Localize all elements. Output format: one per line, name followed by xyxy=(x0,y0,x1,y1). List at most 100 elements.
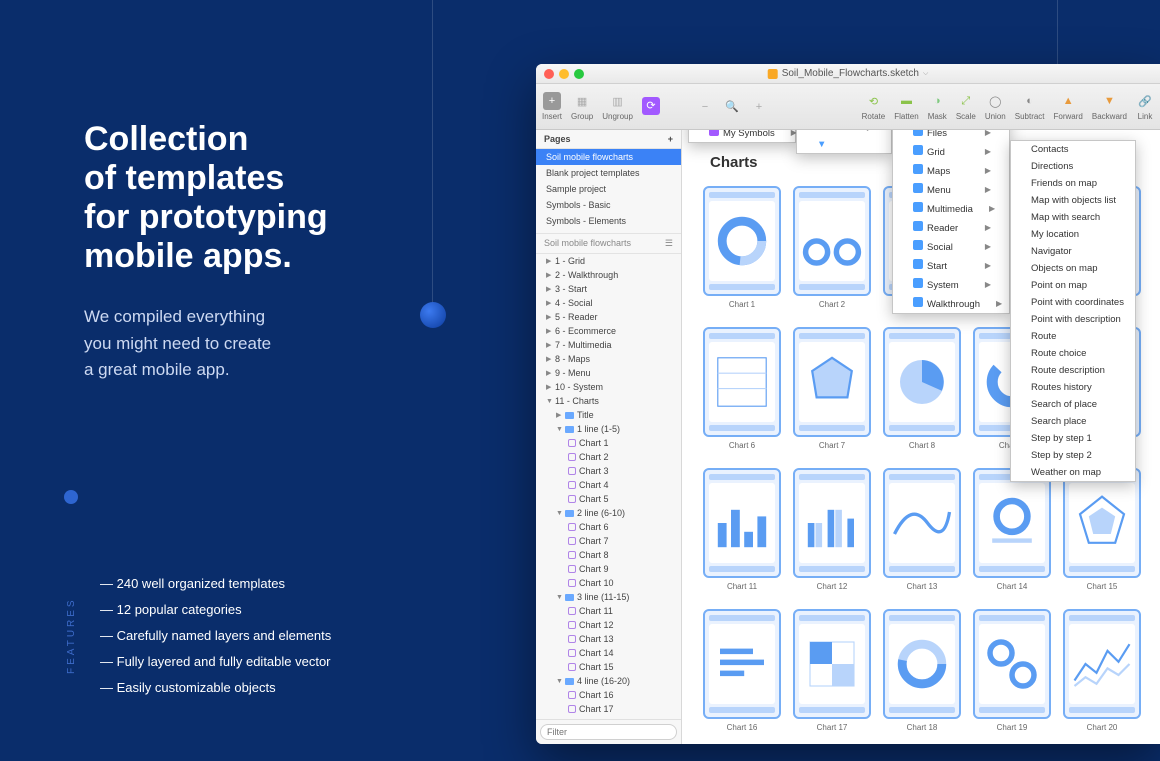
menu-item[interactable]: Weather on map xyxy=(1011,464,1135,481)
layer-folder[interactable]: ▶Title xyxy=(536,408,681,422)
layer-category[interactable]: ▼11 - Charts xyxy=(536,394,681,408)
subtract-button[interactable]: ◐Subtract xyxy=(1015,92,1045,121)
elements-submenu[interactable]: Charts▶Ecommerce▶Files▶Grid▶Maps▶Menu▶Mu… xyxy=(892,130,1010,314)
menu-item[interactable]: Routes history xyxy=(1011,379,1135,396)
symbols-menu[interactable]: Symbols▶iOS UI Design▶My Symbols▶ xyxy=(688,130,796,143)
chart-thumbnail[interactable]: Chart 19 xyxy=(972,609,1052,732)
layer-artboard[interactable]: Chart 2 xyxy=(536,450,681,464)
menu-item[interactable]: Point with coordinates xyxy=(1011,294,1135,311)
union-button[interactable]: ◯Union xyxy=(985,92,1006,121)
chart-thumbnail[interactable]: Chart 6 xyxy=(702,327,782,450)
menu-item[interactable]: Navigator xyxy=(1011,243,1135,260)
layer-folder[interactable]: ▼2 line (6-10) xyxy=(536,506,681,520)
layer-artboard[interactable]: Chart 1 xyxy=(536,436,681,450)
chart-thumbnail[interactable]: Chart 18 xyxy=(882,609,962,732)
layer-category[interactable]: ▶6 - Ecommerce xyxy=(536,324,681,338)
page-item[interactable]: Sample project xyxy=(536,181,681,197)
chart-thumbnail[interactable]: Chart 11 xyxy=(702,468,782,591)
menu-item[interactable]: Route xyxy=(1011,328,1135,345)
layer-artboard[interactable]: Chart 13 xyxy=(536,632,681,646)
layers-menu-icon[interactable]: ☰ xyxy=(665,238,673,249)
group-button[interactable]: ▦Group xyxy=(571,92,593,121)
menu-item[interactable]: Menu▶ xyxy=(893,180,1009,199)
layer-folder[interactable]: ▼1 line (1-5) xyxy=(536,422,681,436)
menu-item[interactable]: Point with description xyxy=(1011,311,1135,328)
layer-artboard[interactable]: Chart 7 xyxy=(536,534,681,548)
symbols-submenu[interactable]: Arrows▶Elements▶Marks▶▼ xyxy=(796,130,892,154)
layer-artboard[interactable]: Chart 9 xyxy=(536,562,681,576)
menu-item[interactable]: My location xyxy=(1011,226,1135,243)
chart-thumbnail[interactable]: Chart 17 xyxy=(792,609,872,732)
chart-thumbnail[interactable]: Chart 7 xyxy=(792,327,872,450)
backward-button[interactable]: ▼Backward xyxy=(1092,92,1127,121)
menu-item[interactable]: Map with search xyxy=(1011,209,1135,226)
chart-thumbnail[interactable]: Chart 15 xyxy=(1062,468,1142,591)
mask-button[interactable]: ◑Mask xyxy=(928,92,947,121)
chart-thumbnail[interactable]: Chart 8 xyxy=(882,327,962,450)
menu-item[interactable]: Contacts xyxy=(1011,141,1135,158)
filter-input[interactable] xyxy=(540,724,677,740)
menu-item[interactable]: Multimedia▶ xyxy=(893,199,1009,218)
flatten-button[interactable]: ▬Flatten xyxy=(894,92,918,121)
layer-artboard[interactable]: Chart 12 xyxy=(536,618,681,632)
chart-thumbnail[interactable]: Chart 2 xyxy=(792,186,872,309)
close-icon[interactable] xyxy=(544,69,554,79)
menu-item[interactable]: Friends on map xyxy=(1011,175,1135,192)
layer-category[interactable]: ▶1 - Grid xyxy=(536,254,681,268)
scale-button[interactable]: ⤢Scale xyxy=(956,92,976,121)
menu-item[interactable]: Social▶ xyxy=(893,237,1009,256)
layer-artboard[interactable]: Chart 11 xyxy=(536,604,681,618)
page-item[interactable]: Blank project templates xyxy=(536,165,681,181)
menu-item[interactable]: Route choice xyxy=(1011,345,1135,362)
window-titlebar[interactable]: Soil_Mobile_Flowcharts.sketch ⌵ xyxy=(536,64,1160,84)
layer-artboard[interactable]: Chart 17 xyxy=(536,702,681,716)
layer-artboard[interactable]: Chart 14 xyxy=(536,646,681,660)
layer-artboard[interactable]: Chart 16 xyxy=(536,688,681,702)
menu-item[interactable]: Files▶ xyxy=(893,130,1009,142)
rotate-button[interactable]: ⟲Rotate xyxy=(862,92,886,121)
zoom-button[interactable]: 🔍 xyxy=(723,98,741,116)
menu-item[interactable]: Point on map xyxy=(1011,277,1135,294)
layer-category[interactable]: ▶10 - System xyxy=(536,380,681,394)
zoom-out-button[interactable]: − xyxy=(696,98,714,116)
layer-category[interactable]: ▶7 - Multimedia xyxy=(536,338,681,352)
canvas[interactable]: Charts Chart 1Chart 2Chart 3Chart 4Chart… xyxy=(682,130,1160,744)
layer-category[interactable]: ▶3 - Start xyxy=(536,282,681,296)
menu-item[interactable]: Reader▶ xyxy=(893,218,1009,237)
page-item[interactable]: Symbols - Elements xyxy=(536,213,681,229)
ungroup-button[interactable]: ▥Ungroup xyxy=(602,92,633,121)
menu-item[interactable]: Route description xyxy=(1011,362,1135,379)
layer-artboard[interactable]: Chart 5 xyxy=(536,492,681,506)
chart-thumbnail[interactable]: Chart 13 xyxy=(882,468,962,591)
layer-category[interactable]: ▶9 - Menu xyxy=(536,366,681,380)
menu-item[interactable]: Grid▶ xyxy=(893,142,1009,161)
menu-item[interactable]: Objects on map xyxy=(1011,260,1135,277)
page-item[interactable]: Soil mobile flowcharts xyxy=(536,149,681,165)
menu-item[interactable]: Search of place xyxy=(1011,396,1135,413)
minimize-icon[interactable] xyxy=(559,69,569,79)
menu-item[interactable]: Directions xyxy=(1011,158,1135,175)
layer-folder[interactable]: ▼3 line (11-15) xyxy=(536,590,681,604)
chart-thumbnail[interactable]: Chart 16 xyxy=(702,609,782,732)
add-page-icon[interactable]: + xyxy=(668,134,673,144)
menu-item[interactable]: Walkthrough▶ xyxy=(893,294,1009,313)
menu-item[interactable]: Map with objects list xyxy=(1011,192,1135,209)
layer-category[interactable]: ▶4 - Social xyxy=(536,296,681,310)
layer-folder[interactable]: ▼4 line (16-20) xyxy=(536,674,681,688)
insert-button[interactable]: +Insert xyxy=(542,92,562,121)
layer-artboard[interactable]: Chart 10 xyxy=(536,576,681,590)
layer-category[interactable]: ▶5 - Reader xyxy=(536,310,681,324)
menu-item[interactable]: Step by step 2 xyxy=(1011,447,1135,464)
layer-artboard[interactable]: Chart 8 xyxy=(536,548,681,562)
menu-item[interactable]: My Symbols▶ xyxy=(689,130,795,142)
forward-button[interactable]: ▲Forward xyxy=(1054,92,1083,121)
chart-thumbnail[interactable]: Chart 12 xyxy=(792,468,872,591)
menu-item[interactable]: Start▶ xyxy=(893,256,1009,275)
link-button[interactable]: 🔗Link xyxy=(1136,92,1154,121)
page-item[interactable]: Symbols - Basic xyxy=(536,197,681,213)
layer-category[interactable]: ▶2 - Walkthrough xyxy=(536,268,681,282)
layer-artboard[interactable]: Chart 6 xyxy=(536,520,681,534)
menu-item[interactable]: Search place xyxy=(1011,413,1135,430)
layer-artboard[interactable]: Chart 3 xyxy=(536,464,681,478)
pages-header[interactable]: Pages+ xyxy=(536,130,681,149)
